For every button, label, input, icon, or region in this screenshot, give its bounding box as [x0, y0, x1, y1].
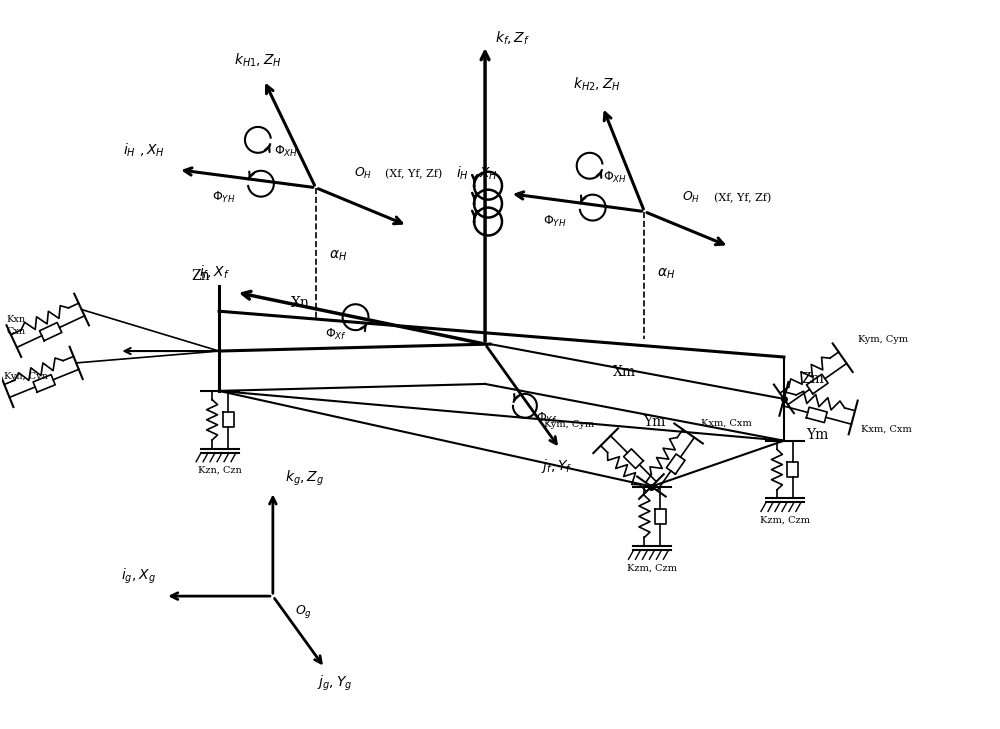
Text: $k_{H1}, Z_H$: $k_{H1}, Z_H$: [234, 52, 282, 69]
Text: $\Phi_{YH}$: $\Phi_{YH}$: [543, 214, 567, 229]
Text: Kyn, Cyn: Kyn, Cyn: [4, 373, 48, 381]
Text: $O_H$: $O_H$: [682, 190, 700, 205]
Text: $i_H\ , X_H$: $i_H\ , X_H$: [123, 141, 165, 158]
Text: Kxn: Kxn: [7, 315, 26, 324]
Text: $\Phi_{Yf}$: $\Phi_{Yf}$: [536, 411, 558, 426]
Text: Ym: Ym: [806, 428, 828, 442]
Text: Kzn, Czn: Kzn, Czn: [198, 466, 242, 475]
Text: Cxn: Cxn: [7, 327, 26, 335]
Text: Kxm, Cxm: Kxm, Cxm: [701, 419, 751, 428]
Text: $k_g, Z_g$: $k_g, Z_g$: [285, 469, 324, 488]
Text: $j_g, Y_g$: $j_g, Y_g$: [317, 674, 352, 693]
Text: Kzm, Czm: Kzm, Czm: [760, 516, 810, 525]
Text: Xm: Xm: [613, 365, 636, 379]
Text: (Xf, Yf, Zf): (Xf, Yf, Zf): [385, 168, 443, 179]
Text: $O_g$: $O_g$: [295, 603, 312, 620]
Text: Zm: Zm: [802, 372, 825, 386]
Text: $i_g, X_g$: $i_g, X_g$: [121, 566, 156, 586]
Text: $i_f, X_f$: $i_f, X_f$: [199, 264, 230, 281]
Text: $k_{H2}, Z_H$: $k_{H2}, Z_H$: [573, 75, 620, 93]
Text: $\Phi_{XH}$: $\Phi_{XH}$: [603, 170, 627, 185]
Text: Kxm, Cxm: Kxm, Cxm: [861, 425, 912, 434]
Text: $O_H$: $O_H$: [354, 166, 372, 182]
Text: Zn: Zn: [192, 269, 210, 284]
Text: $j_f, Y_f$: $j_f, Y_f$: [541, 456, 573, 475]
Text: Xn: Xn: [291, 296, 310, 311]
Text: $\Phi_{XH}$: $\Phi_{XH}$: [274, 144, 298, 160]
Text: $\Phi_{YH}$: $\Phi_{YH}$: [212, 190, 236, 205]
Text: Ym: Ym: [643, 415, 666, 429]
Text: (Xf, Yf, Zf): (Xf, Yf, Zf): [714, 192, 771, 203]
Text: $\alpha_H$: $\alpha_H$: [657, 266, 675, 281]
Text: Kym, Cym: Kym, Cym: [858, 335, 908, 344]
Text: Kzm, Czm: Kzm, Czm: [627, 564, 677, 573]
Text: $k_f, Z_f$: $k_f, Z_f$: [495, 30, 531, 47]
Text: $\alpha_H$: $\alpha_H$: [329, 248, 347, 262]
Text: $\Phi_{Xf}$: $\Phi_{Xf}$: [325, 327, 347, 342]
Text: $i_H\ , X_H$: $i_H\ , X_H$: [456, 165, 498, 182]
Text: Kym, Cym: Kym, Cym: [544, 421, 594, 429]
